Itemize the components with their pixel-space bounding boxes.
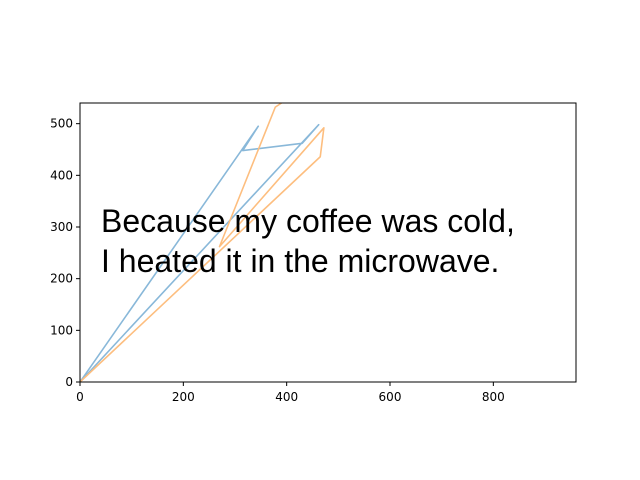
- series-line-2: [80, 103, 325, 382]
- y-tick-label: 500: [50, 117, 73, 131]
- y-tick-label: 400: [50, 168, 73, 182]
- x-tick-label: 600: [379, 390, 402, 404]
- y-tick-label: 0: [65, 375, 73, 389]
- series-layer: [80, 103, 325, 382]
- y-tick-label: 300: [50, 220, 73, 234]
- plot-frame: [79, 102, 577, 383]
- x-axis: 0 200 400 600 800: [76, 382, 505, 404]
- y-tick-label: 200: [50, 272, 73, 286]
- y-axis: 0 100 200 300 400 500: [50, 117, 80, 389]
- x-tick-label: 200: [172, 390, 195, 404]
- series-line-1: [80, 123, 320, 382]
- annotation-line-1: Because my coffee was cold,: [101, 203, 515, 239]
- y-tick-label: 100: [50, 323, 73, 337]
- annotation-line-2: I heated it in the microwave.: [101, 243, 499, 279]
- x-tick-label: 400: [275, 390, 298, 404]
- x-tick-label: 800: [482, 390, 505, 404]
- x-tick-label: 0: [76, 390, 84, 404]
